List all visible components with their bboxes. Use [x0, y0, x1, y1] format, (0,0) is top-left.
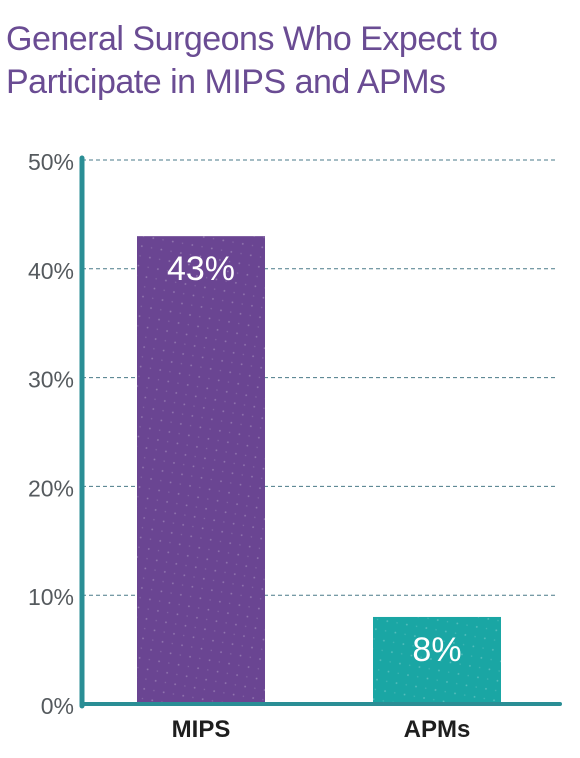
y-tick-label: 0%	[41, 693, 74, 719]
y-tick-label: 40%	[28, 258, 74, 284]
chart-title-line-2: Participate in MIPS and APMs	[6, 63, 446, 101]
data-label: 8%	[412, 631, 461, 669]
y-tick-label: 30%	[28, 367, 74, 393]
x-tick-label: APMs	[404, 716, 471, 743]
bar-texture	[373, 616, 501, 704]
data-label: 43%	[167, 250, 235, 288]
y-tick-label: 50%	[28, 149, 74, 175]
bar-texture	[137, 236, 265, 704]
x-tick-label: MIPS	[172, 716, 231, 743]
y-tick-label: 10%	[28, 584, 74, 610]
chart-title-line-1: General Surgeons Who Expect to	[6, 20, 498, 58]
y-tick-label: 20%	[28, 475, 74, 501]
chart-title: General Surgeons Who Expect to Participa…	[6, 18, 566, 104]
